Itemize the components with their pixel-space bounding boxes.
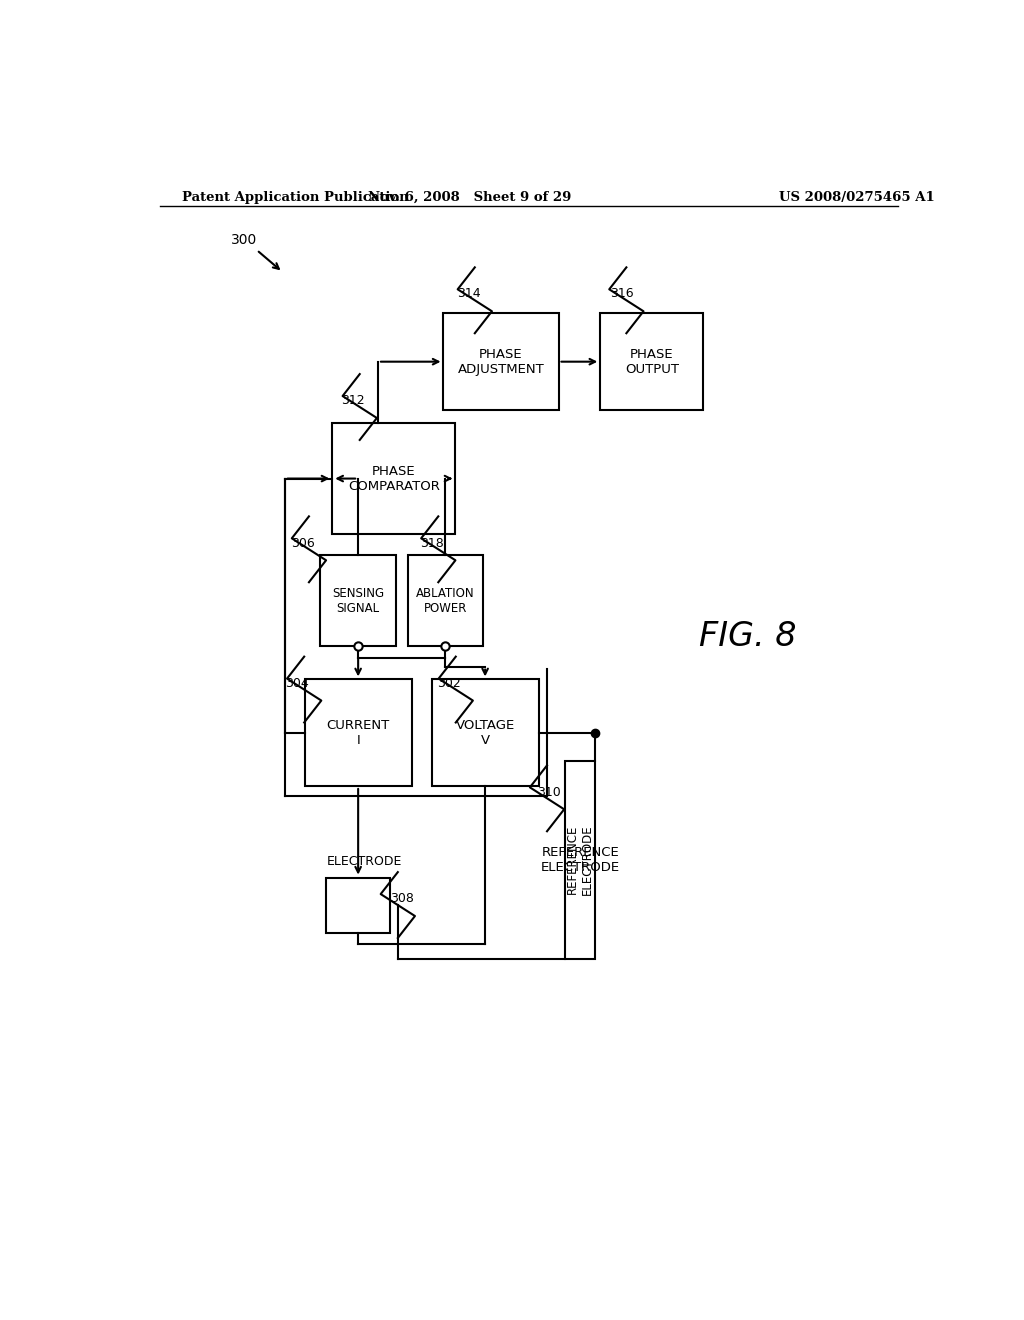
Text: 300: 300 <box>231 232 257 247</box>
Text: 314: 314 <box>458 286 481 300</box>
Text: Nov. 6, 2008   Sheet 9 of 29: Nov. 6, 2008 Sheet 9 of 29 <box>368 190 571 203</box>
Text: 308: 308 <box>390 892 414 906</box>
Text: PHASE
ADJUSTMENT: PHASE ADJUSTMENT <box>458 347 545 376</box>
Text: FIG. 8: FIG. 8 <box>699 619 797 652</box>
Text: ELECTRODE: ELECTRODE <box>327 855 401 869</box>
Text: 316: 316 <box>609 286 633 300</box>
Text: 310: 310 <box>537 785 560 799</box>
Text: 306: 306 <box>291 537 314 549</box>
Text: US 2008/0275465 A1: US 2008/0275465 A1 <box>778 190 935 203</box>
Text: REFERENCE
ELECTRODE: REFERENCE ELECTRODE <box>541 846 620 874</box>
Text: VOLTAGE
V: VOLTAGE V <box>456 718 515 747</box>
Text: REFERENCE
ELECTRODE: REFERENCE ELECTRODE <box>566 825 594 895</box>
Text: PHASE
OUTPUT: PHASE OUTPUT <box>625 347 679 376</box>
Text: PHASE
COMPARATOR: PHASE COMPARATOR <box>348 465 439 492</box>
Text: 312: 312 <box>341 395 365 408</box>
Text: 302: 302 <box>437 677 461 690</box>
Bar <box>565 760 595 958</box>
Bar <box>600 313 703 411</box>
Text: SENSING
SIGNAL: SENSING SIGNAL <box>332 586 384 615</box>
Bar <box>327 878 390 933</box>
Text: 304: 304 <box>285 677 309 690</box>
Text: CURRENT
I: CURRENT I <box>327 718 390 747</box>
Bar <box>304 680 412 785</box>
Text: ABLATION
POWER: ABLATION POWER <box>416 586 475 615</box>
Bar <box>408 554 483 647</box>
Text: Patent Application Publication: Patent Application Publication <box>182 190 409 203</box>
Bar <box>443 313 558 411</box>
Text: 318: 318 <box>420 537 443 549</box>
Bar <box>321 554 396 647</box>
Bar <box>333 422 456 535</box>
Bar <box>431 680 539 785</box>
